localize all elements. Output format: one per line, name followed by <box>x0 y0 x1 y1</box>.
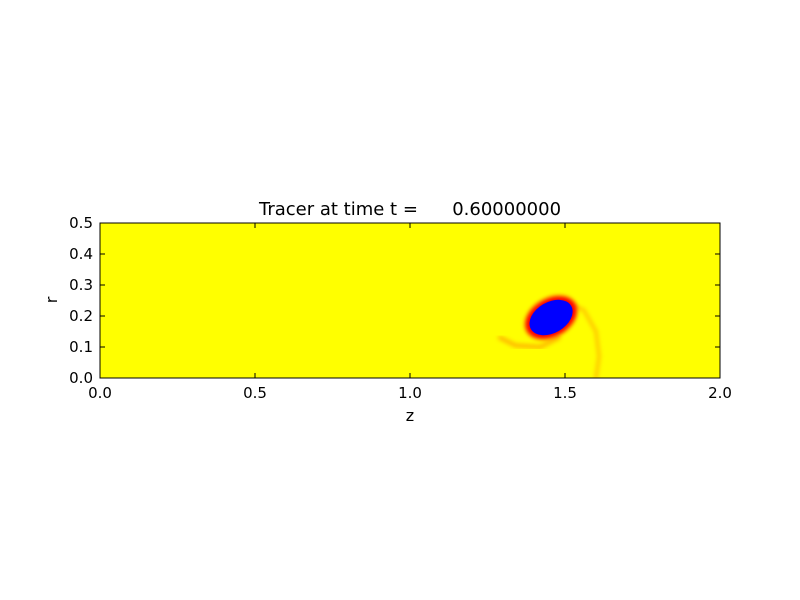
x-tick-label: 1.5 <box>553 384 577 402</box>
y-tick-label: 0.5 <box>69 214 93 232</box>
y-tick-label: 0.4 <box>69 245 93 263</box>
y-tick-label: 0.1 <box>69 338 93 356</box>
y-axis-label: r <box>42 296 61 303</box>
tracer-lower-wisp <box>497 335 561 350</box>
x-tick-label: 2.0 <box>708 384 732 402</box>
tracer-core <box>529 299 573 336</box>
y-tick-label: 0.2 <box>69 307 93 325</box>
x-tick-label: 1.0 <box>398 384 422 402</box>
x-tick-label: 0.5 <box>243 384 267 402</box>
chart-title: Tracer at time t = 0.60000000 <box>258 199 561 220</box>
heatmap-background <box>100 223 720 378</box>
x-axis-label: z <box>406 406 414 425</box>
x-axis: 0.0 0.5 1.0 1.5 2.0 <box>88 223 732 402</box>
y-tick-label: 0.0 <box>69 369 93 387</box>
x-tick-label: 0.0 <box>88 384 112 402</box>
y-axis: 0.0 0.1 0.2 0.3 0.4 0.5 <box>69 214 720 387</box>
plot-area <box>99 222 721 379</box>
tracer-right-filament <box>563 300 601 378</box>
y-tick-label: 0.3 <box>69 276 93 294</box>
